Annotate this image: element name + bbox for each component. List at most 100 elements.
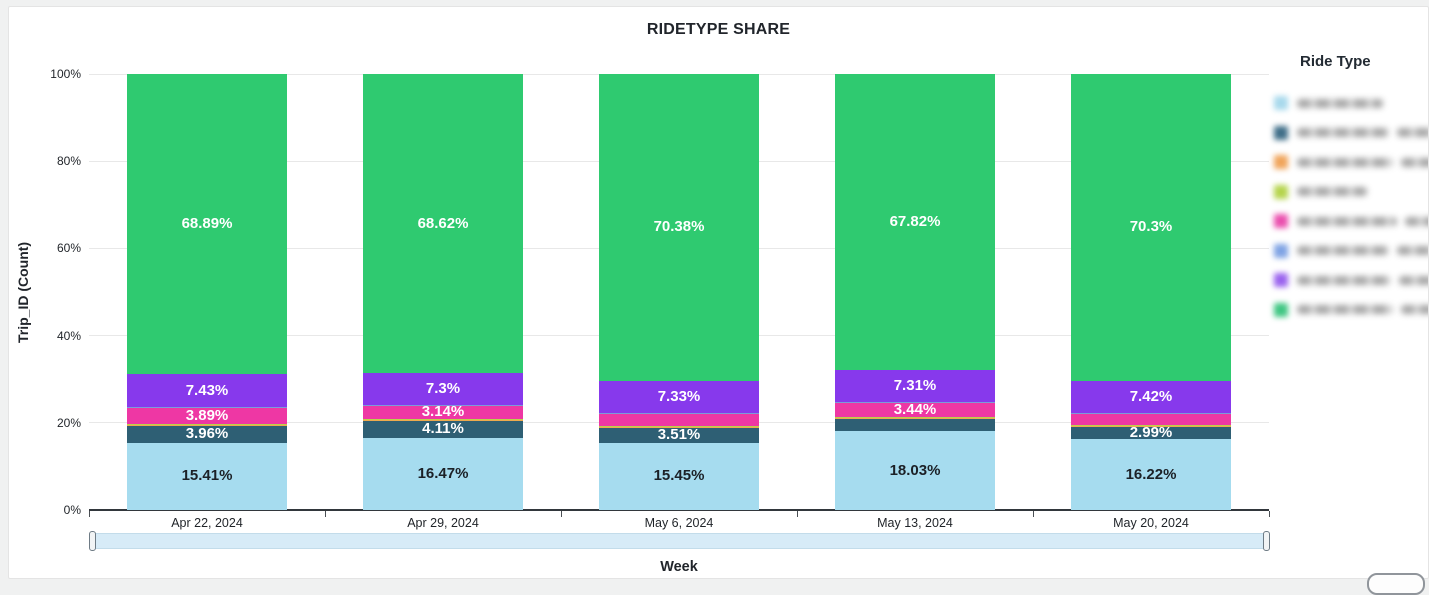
bar-segment-orange[interactable]: [127, 425, 287, 426]
bar-segment-orange[interactable]: [1071, 426, 1231, 427]
y-tick-label: 80%: [35, 154, 81, 168]
stacked-bar-May 20, 2024: 16.22%2.99%7.42%70.3%: [1071, 74, 1231, 510]
bar-segment-orange[interactable]: [599, 427, 759, 428]
blurred-text-streak: [1297, 217, 1397, 226]
x-axis-title: Week: [89, 559, 1269, 575]
legend-swatch: [1274, 126, 1288, 140]
legend-swatch: [1274, 244, 1288, 258]
legend-item[interactable]: [1274, 154, 1429, 170]
legend-label-redacted: [1297, 246, 1429, 255]
scrollbar-handle-left[interactable]: [89, 531, 96, 551]
bar-segment-purple[interactable]: [1071, 381, 1231, 413]
plot-area: 0%20%40%60%80%100%15.41%3.96%3.89%7.43%6…: [89, 74, 1269, 510]
bar-segment-green[interactable]: [127, 74, 287, 374]
bar-segment-yellowgreen[interactable]: [599, 426, 759, 427]
legend-item[interactable]: [1274, 125, 1429, 141]
stacked-bar-May 6, 2024: 15.45%3.51%7.33%70.38%: [599, 74, 759, 510]
bar-segment-darkteal[interactable]: [127, 426, 287, 443]
legend-item[interactable]: [1274, 272, 1429, 288]
blurred-text-streak: [1401, 305, 1429, 314]
legend-label-redacted: [1297, 99, 1383, 108]
x-category-label: Apr 22, 2024: [89, 516, 325, 530]
stacked-bar-Apr 29, 2024: 16.47%4.11%3.14%7.3%68.62%: [363, 74, 523, 510]
legend-label-redacted: [1297, 158, 1429, 167]
bar-segment-yellowgreen[interactable]: [363, 419, 523, 420]
blurred-text-streak: [1405, 217, 1429, 226]
bar-segment-pink[interactable]: [835, 402, 995, 417]
bar-segment-pink[interactable]: [1071, 413, 1231, 425]
bar-segment-lightblue[interactable]: [1071, 439, 1231, 510]
blurred-text-streak: [1297, 276, 1391, 285]
blurred-text-streak: [1297, 187, 1367, 196]
bar-segment-darkteal[interactable]: [1071, 426, 1231, 439]
bar-segment-purple[interactable]: [835, 370, 995, 402]
stacked-bar-May 13, 2024: 18.03%3.44%7.31%67.82%: [835, 74, 995, 510]
bar-segment-pink[interactable]: [363, 405, 523, 419]
x-range-scrollbar[interactable]: [93, 533, 1269, 549]
x-tick: [1269, 511, 1270, 517]
x-category-label: May 6, 2024: [561, 516, 797, 530]
bar-segment-pink[interactable]: [127, 407, 287, 424]
chart-card: RIDETYPE SHARE Trip_ID (Count) 0%20%40%6…: [8, 6, 1429, 579]
bar-segment-pink[interactable]: [599, 413, 759, 426]
scrollbar-handle-right[interactable]: [1263, 531, 1270, 551]
legend-label-redacted: [1297, 187, 1367, 196]
blurred-text-streak: [1401, 158, 1429, 167]
legend-label-redacted: [1297, 217, 1429, 226]
blurred-text-streak: [1297, 305, 1393, 314]
bar-segment-lightblue[interactable]: [127, 443, 287, 510]
y-axis-title: Trip_ID (Count): [15, 74, 37, 510]
blurred-text-streak: [1397, 246, 1429, 255]
legend-title: Ride Type: [1300, 53, 1429, 70]
bar-segment-lightblue[interactable]: [599, 443, 759, 510]
bar-segment-yellowgreen[interactable]: [835, 417, 995, 418]
bar-segment-yellowgreen[interactable]: [127, 424, 287, 425]
bar-segment-orange[interactable]: [835, 418, 995, 419]
bar-segment-purple[interactable]: [363, 373, 523, 405]
menu-button-partial[interactable]: [1367, 573, 1425, 595]
x-category-label: May 20, 2024: [1033, 516, 1269, 530]
y-tick-label: 100%: [35, 67, 81, 81]
bar-segment-green[interactable]: [599, 74, 759, 381]
legend-swatch: [1274, 185, 1288, 199]
bar-segment-darkteal[interactable]: [363, 420, 523, 438]
x-category-label: Apr 29, 2024: [325, 516, 561, 530]
legend-item[interactable]: [1274, 302, 1429, 318]
y-tick-label: 0%: [35, 503, 81, 517]
bar-segment-orange[interactable]: [363, 420, 523, 421]
bar-segment-darkteal[interactable]: [599, 427, 759, 442]
blurred-text-streak: [1397, 128, 1429, 137]
legend-label-redacted: [1297, 276, 1429, 285]
legend: Ride Type: [1274, 53, 1429, 70]
bar-segment-darkteal[interactable]: [835, 418, 995, 431]
legend-item[interactable]: [1274, 184, 1367, 200]
blurred-text-streak: [1297, 128, 1389, 137]
x-category-label: May 13, 2024: [797, 516, 1033, 530]
bar-segment-green[interactable]: [363, 74, 523, 373]
legend-item[interactable]: [1274, 95, 1383, 111]
legend-item[interactable]: [1274, 213, 1429, 229]
bar-segment-purple[interactable]: [599, 381, 759, 413]
bar-segment-purple[interactable]: [127, 374, 287, 406]
legend-item[interactable]: [1274, 243, 1429, 259]
bar-segment-yellowgreen[interactable]: [1071, 425, 1231, 426]
bar-segment-blue[interactable]: [127, 407, 287, 408]
bar-segment-lightblue[interactable]: [835, 431, 995, 510]
chart-title: RIDETYPE SHARE: [9, 21, 1428, 39]
stacked-bar-Apr 22, 2024: 15.41%3.96%3.89%7.43%68.89%: [127, 74, 287, 510]
blurred-text-streak: [1297, 158, 1393, 167]
bar-segment-green[interactable]: [835, 74, 995, 370]
bar-segment-lightblue[interactable]: [363, 438, 523, 510]
blurred-text-streak: [1297, 99, 1383, 108]
legend-label-redacted: [1297, 128, 1429, 137]
blurred-text-streak: [1297, 246, 1389, 255]
bar-segment-green[interactable]: [1071, 74, 1231, 381]
legend-swatch: [1274, 303, 1288, 317]
blurred-text-streak: [1399, 276, 1429, 285]
legend-swatch: [1274, 273, 1288, 287]
legend-swatch: [1274, 96, 1288, 110]
legend-swatch: [1274, 214, 1288, 228]
y-tick-label: 60%: [35, 241, 81, 255]
y-tick-label: 20%: [35, 416, 81, 430]
y-tick-label: 40%: [35, 329, 81, 343]
